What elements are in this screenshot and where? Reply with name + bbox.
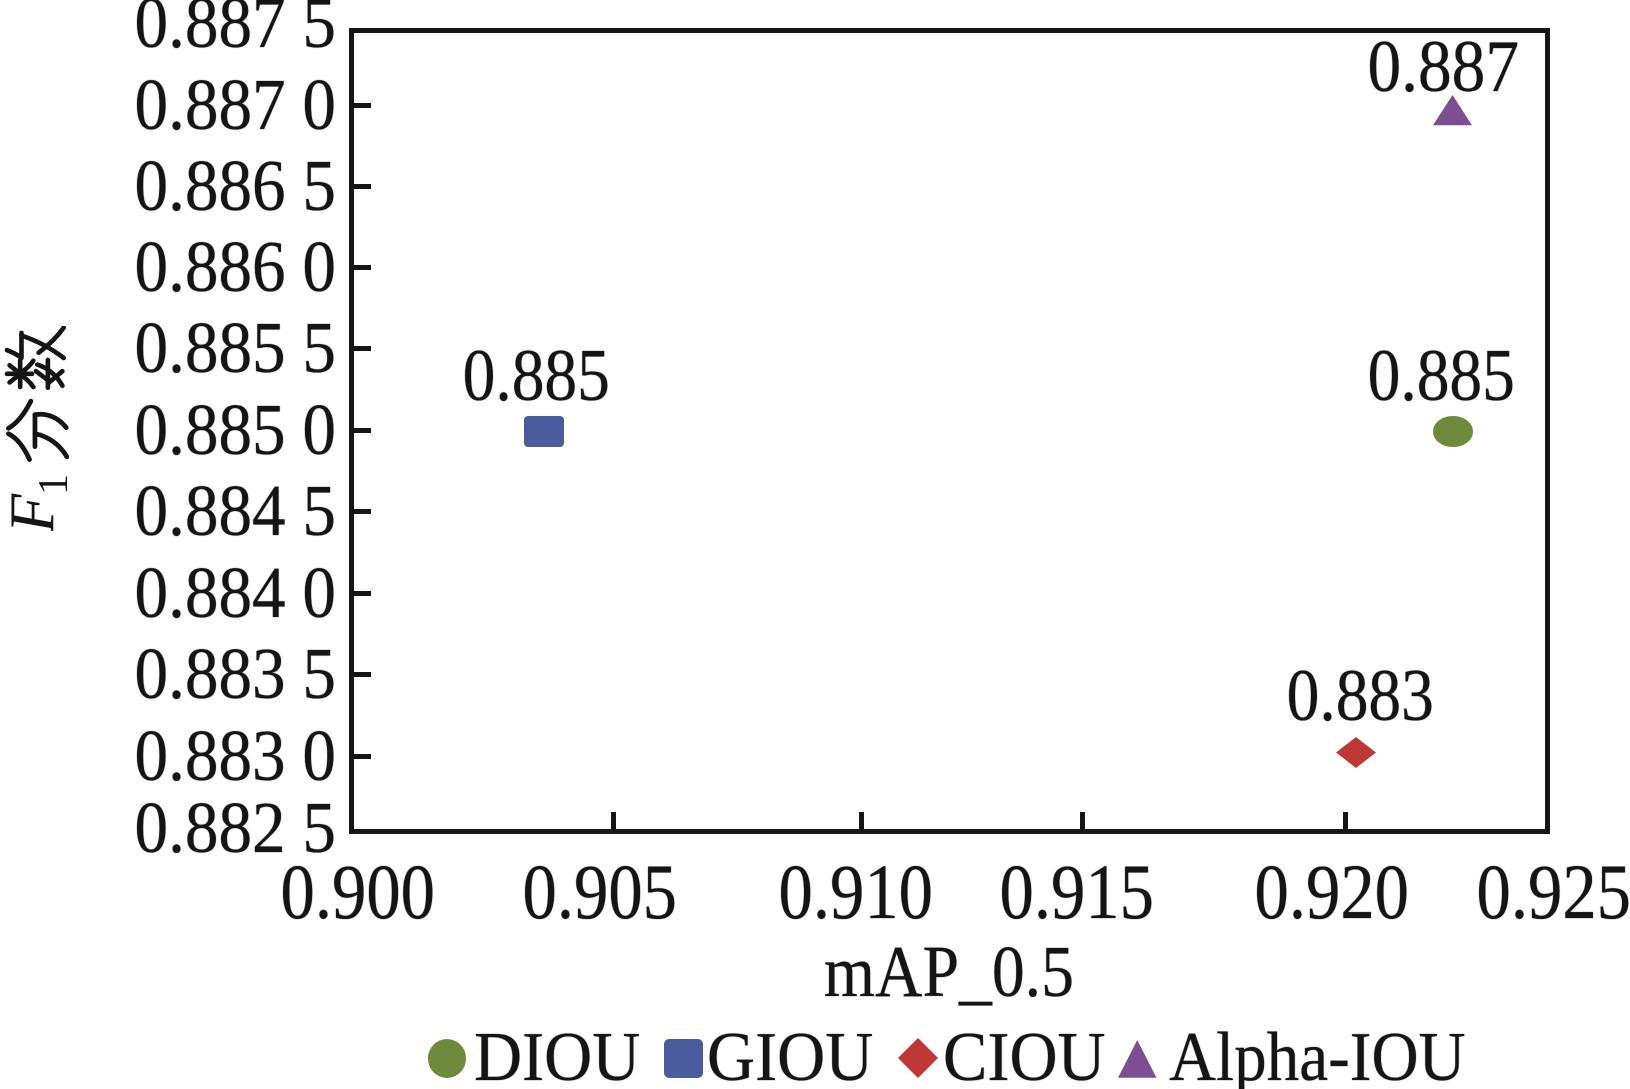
svg-text:F: F	[3, 493, 67, 531]
svg-text:1: 1	[31, 474, 69, 495]
